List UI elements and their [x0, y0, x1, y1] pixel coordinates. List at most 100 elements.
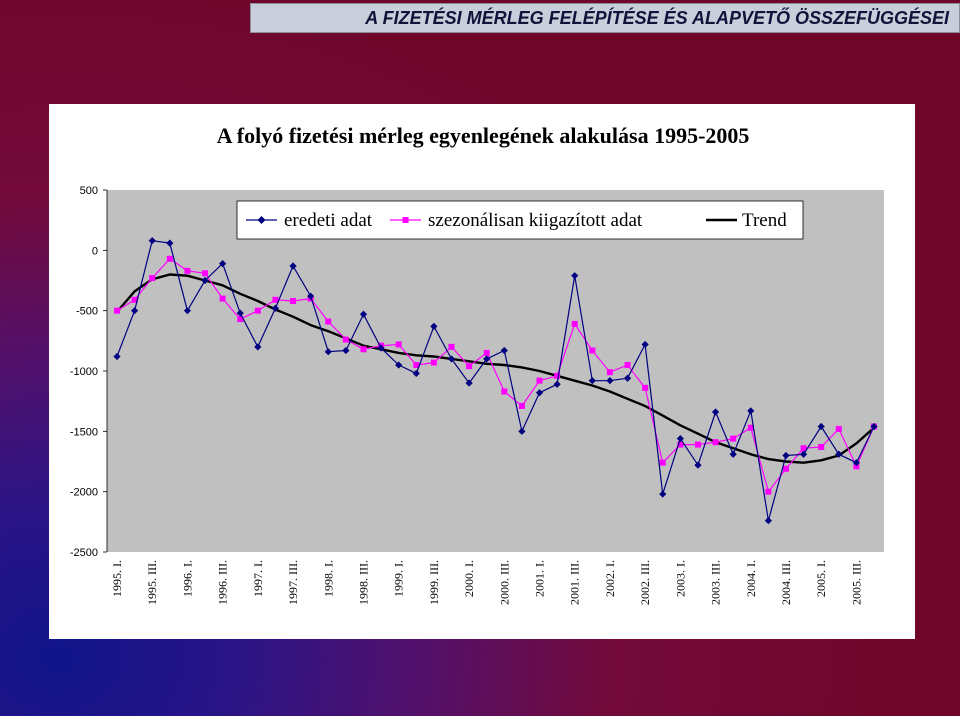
data-point — [237, 316, 244, 323]
data-point — [290, 298, 297, 305]
data-point — [412, 369, 420, 378]
data-point — [571, 320, 578, 327]
data-point — [729, 450, 737, 458]
x-tick-label: 2000. III. — [497, 560, 511, 605]
x-tick-label: 2002. III. — [638, 560, 652, 605]
series-trend-line — [116, 273, 875, 464]
x-tick-label: 1996. I. — [180, 560, 194, 597]
y-axis: 500 0 -500 -1000 -1500 -2000 -2500 — [70, 185, 108, 559]
data-point — [747, 407, 755, 415]
data-point — [853, 463, 860, 470]
x-tick-label: 2005. III. — [849, 560, 863, 605]
data-point — [817, 422, 825, 431]
y-tick-label: -1000 — [70, 366, 98, 378]
data-point — [747, 424, 754, 431]
legend: eredeti adat szezonálisan kiigazított ada… — [236, 200, 804, 240]
legend-marker-szezonalis — [402, 217, 409, 223]
data-point — [149, 275, 156, 282]
data-point — [448, 343, 455, 350]
data-point — [342, 336, 349, 343]
chart-panel: A folyó fizetési mérleg egyenlegének ala… — [49, 104, 915, 639]
data-point — [254, 307, 261, 314]
data-point — [148, 237, 156, 245]
x-tick-label: 1997. III. — [286, 560, 300, 605]
y-tick-label: -2000 — [70, 487, 98, 499]
chart-title: A folyó fizetési mérleg egyenlegének ala… — [217, 123, 750, 148]
y-tick-label: -2500 — [70, 547, 98, 559]
data-point — [131, 296, 138, 303]
data-point — [395, 361, 403, 369]
x-tick-label: 2004. I. — [744, 560, 758, 597]
data-point — [430, 359, 437, 366]
data-point — [764, 517, 772, 525]
x-tick-label: 1995. III. — [145, 560, 159, 605]
data-point — [694, 461, 702, 469]
data-point — [413, 361, 420, 368]
header-bar: A FIZETÉSI MÉRLEG FELÉPÍTÉSE ÉS ALAPVETŐ… — [250, 3, 960, 33]
data-point — [870, 422, 878, 431]
x-tick-label: 1999. III. — [427, 560, 441, 605]
data-point — [202, 270, 209, 277]
data-point — [360, 346, 367, 353]
data-point — [289, 262, 297, 270]
data-point — [166, 255, 173, 262]
x-tick-label: 2003. III. — [709, 560, 723, 605]
data-point — [219, 295, 226, 302]
data-point — [712, 439, 719, 446]
x-tick-label: 1995. I. — [110, 560, 124, 597]
data-point — [465, 379, 473, 387]
legend-label-szezonalis: szezonálisan kiigazított adat — [428, 210, 643, 231]
data-point — [166, 239, 174, 247]
data-point — [800, 445, 807, 452]
data-point — [395, 341, 402, 348]
data-point — [659, 459, 666, 466]
data-point — [677, 441, 684, 448]
data-point — [571, 272, 579, 280]
x-tick-label: 1998. III. — [356, 560, 370, 605]
x-tick-label: 2003. I. — [673, 560, 687, 597]
data-point — [589, 347, 596, 354]
x-tick-label: 1999. I. — [392, 560, 406, 597]
data-point — [852, 459, 860, 467]
data-point — [553, 380, 561, 388]
y-tick-label: 500 — [80, 185, 98, 197]
x-tick-label: 1996. III. — [216, 560, 230, 605]
data-point — [799, 450, 808, 458]
data-point — [606, 377, 614, 385]
x-tick-label: 2004. III. — [779, 560, 793, 605]
data-point — [535, 389, 544, 397]
data-point — [483, 355, 491, 363]
data-point — [518, 427, 526, 435]
data-point — [659, 490, 667, 498]
data-point — [642, 384, 649, 391]
legend-marker-eredeti — [257, 216, 266, 224]
data-point — [501, 388, 508, 395]
data-point — [623, 374, 632, 382]
data-point — [606, 369, 613, 376]
data-point — [782, 451, 790, 460]
data-point — [782, 465, 789, 472]
data-point — [114, 307, 120, 314]
data-point — [325, 318, 332, 325]
data-point — [184, 267, 191, 274]
series-layer — [113, 237, 878, 525]
page-title: A FIZETÉSI MÉRLEG FELÉPÍTÉSE ÉS ALAPVETŐ… — [365, 8, 949, 28]
x-axis: 1995. I. 1995. III. 1996. I. 1996. III. 1997… — [110, 560, 863, 605]
data-point — [483, 349, 490, 356]
data-point — [272, 296, 279, 303]
data-point — [730, 435, 737, 442]
data-point — [377, 344, 385, 352]
x-tick-label: 2005. I. — [814, 560, 828, 597]
data-point — [694, 441, 701, 448]
data-point — [554, 372, 561, 379]
data-point — [201, 276, 209, 285]
x-tick-label: 2001. I. — [533, 560, 547, 597]
data-point — [818, 444, 825, 451]
data-point — [447, 355, 456, 363]
data-point — [835, 450, 843, 458]
data-point — [711, 408, 720, 416]
x-tick-label: 2002. I. — [603, 560, 617, 597]
legend-label-eredeti: eredeti adat — [284, 210, 373, 231]
data-point — [676, 434, 684, 443]
data-point — [835, 425, 842, 432]
